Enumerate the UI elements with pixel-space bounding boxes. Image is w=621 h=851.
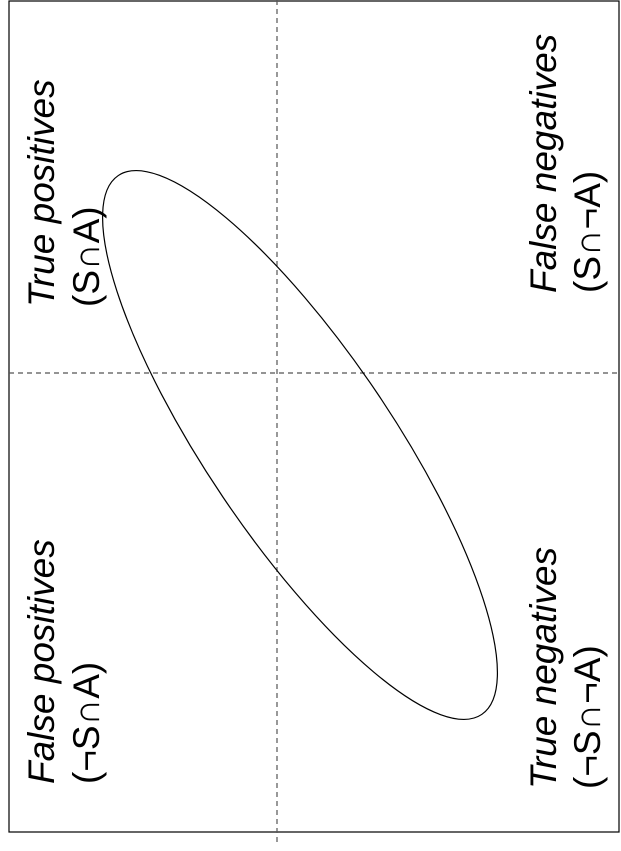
- quadrant-bottom-left-formula: (¬S∩A): [66, 662, 107, 784]
- quadrant-bottom-right-title: True negatives: [523, 547, 564, 789]
- quadrant-bottom-left-title: False positives: [21, 539, 62, 784]
- ellipse-region: [101, 169, 499, 721]
- outer-frame: [8, 0, 620, 833]
- quadrant-bottom-right-formula: (¬S∩¬A): [567, 645, 608, 789]
- quadrant-top-left-title: True positives: [21, 79, 62, 307]
- quadrant-top-right-title: False negatives: [523, 34, 564, 293]
- quadrant-top-right-formula: (S∩¬A): [567, 171, 608, 293]
- quadrant-top-left-formula: (S∩A): [66, 206, 107, 307]
